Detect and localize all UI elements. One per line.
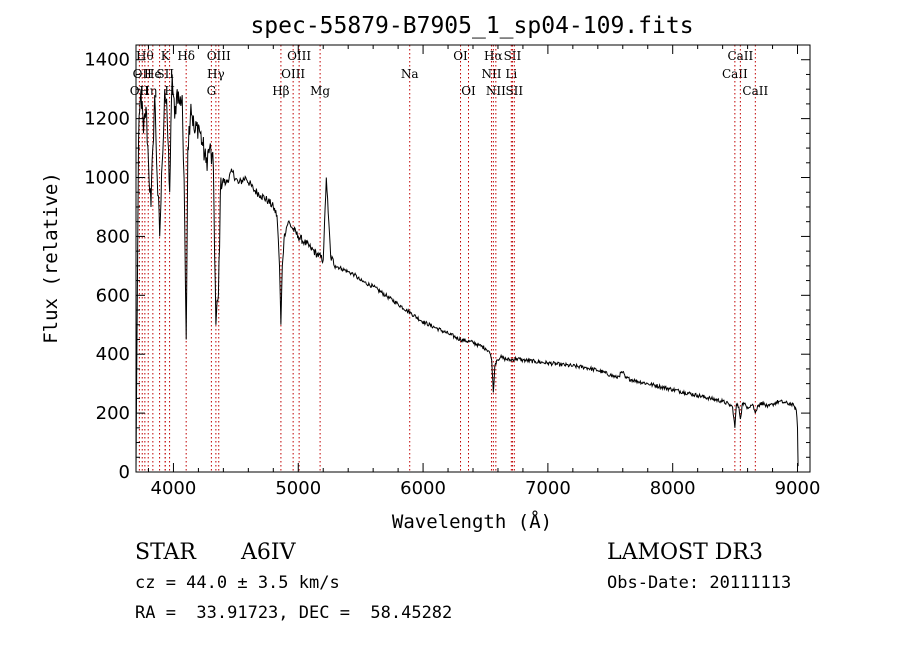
spectral-line-label: NII — [486, 84, 506, 98]
x-tick-label: 8000 — [650, 478, 696, 499]
spectral-line-label: CaII — [742, 84, 768, 98]
y-axis: 0 200 400 600 800 1000 1200 1400 — [84, 50, 810, 483]
series-layer — [135, 74, 799, 473]
spectral-line-label: CaII — [727, 49, 753, 63]
spectral-line-label: Hβ — [272, 84, 289, 98]
spectral-line-label: Hθ — [136, 49, 154, 63]
y-axis-label: Flux (relative) — [40, 172, 62, 344]
redshift-cz: cz = 44.0 ± 3.5 km/s — [135, 573, 340, 593]
spectral-line-label: OI — [453, 49, 468, 63]
spectral-line-label: Li — [505, 67, 517, 81]
object-subclass: A6IV — [241, 540, 296, 565]
spectral-line-label: H — [164, 84, 174, 98]
x-axis: 4000 5000 6000 7000 8000 9000 — [147, 45, 821, 499]
x-tick-label: 5000 — [275, 478, 321, 499]
y-tick-label: 0 — [119, 462, 130, 483]
x-tick-label: 9000 — [775, 478, 821, 499]
object-class: STAR — [135, 540, 196, 565]
spectral-line-label: G — [207, 84, 217, 98]
y-tick-label: 200 — [96, 403, 130, 424]
spectrum-chart: spec-55879-B7905_1_sp04-109.fits OIIOIIH… — [40, 13, 821, 533]
spectral-line-label: OIII — [287, 49, 311, 63]
plot-frame — [135, 44, 811, 473]
spectral-line-label: CaII — [722, 67, 748, 81]
spectral-line-label: OI — [461, 84, 476, 98]
obs-date: Obs-Date: 20111113 — [607, 573, 792, 593]
spectral-line-label: Hδ — [177, 49, 195, 63]
y-tick-label: 1400 — [84, 50, 130, 71]
x-tick-label: 4000 — [151, 478, 197, 499]
y-tick-label: 800 — [96, 226, 130, 247]
spectral-line-label: NII — [481, 67, 501, 81]
spectral-line-label: Na — [401, 67, 419, 81]
coordinates: RA = 33.91723, DEC = 58.45282 — [135, 603, 453, 623]
chart-title: spec-55879-B7905_1_sp04-109.fits — [250, 13, 693, 39]
spectral-line-label: Hα — [484, 49, 503, 63]
spectral-line-label: OIII — [281, 67, 305, 81]
y-tick-label: 1000 — [84, 168, 130, 189]
y-tick-label: 600 — [96, 285, 130, 306]
y-tick-label: 1200 — [84, 109, 130, 130]
x-tick-label: 7000 — [525, 478, 571, 499]
spectral-line-label: K — [161, 49, 171, 63]
spectral-line-label: He — [144, 67, 162, 81]
x-axis-label: Wavelength (Å) — [392, 510, 552, 533]
spectral-line-label: Mg — [310, 84, 330, 98]
spectral-line-label: SII — [504, 49, 522, 63]
flux-series-line — [135, 74, 799, 473]
spectral-line-label: OII — [133, 67, 153, 81]
x-tick-label: 6000 — [400, 478, 446, 499]
spectral-line-label: Hγ — [207, 67, 225, 81]
spectral-line-label: OIII — [207, 49, 231, 63]
y-tick-label: 400 — [96, 344, 130, 365]
spectral-line-label: SII — [505, 84, 523, 98]
spectral-lines: OIIOIIHθHηHeKSIIHHδGHγOIIIHβOIIIOIIIMgNa… — [130, 45, 768, 472]
survey-name: LAMOST DR3 — [607, 540, 763, 565]
